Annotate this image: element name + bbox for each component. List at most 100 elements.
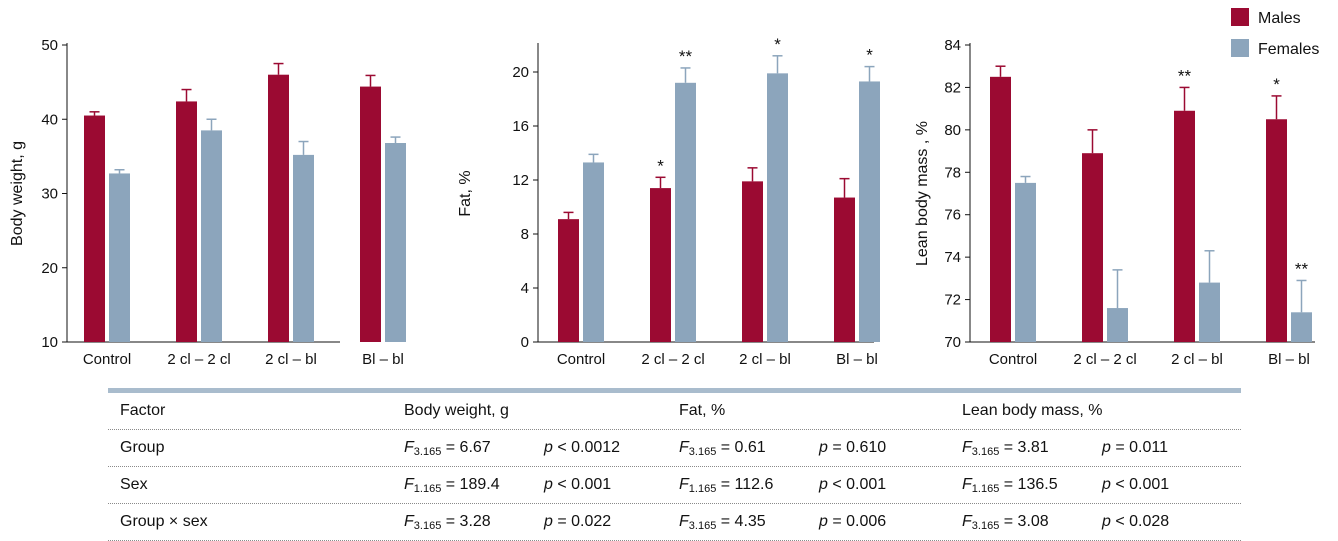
factor-cell: Sex: [120, 476, 148, 493]
x-tick-label: Control: [989, 351, 1037, 368]
body-weight-stat-cell: F3.165 = 6.67 p < 0.0012: [404, 439, 679, 458]
f-statistic: F1.165 = 112.6: [679, 476, 774, 495]
anova-table: Factor Body weight, g Fat, % Lean body m…: [108, 388, 1241, 541]
p-value: p < 0.028: [1102, 513, 1170, 530]
legend-swatch-males: [1231, 8, 1249, 26]
y-tick-label: 84: [944, 37, 961, 54]
y-tick-label: 30: [41, 186, 58, 203]
bar-males: [1174, 110, 1195, 342]
f-statistic: F3.165 = 3.08: [962, 513, 1049, 532]
y-tick-label: 16: [512, 118, 529, 135]
factor-cell: Group × sex: [120, 513, 208, 530]
y-axis-title: Fat, %: [457, 170, 474, 216]
table-top-rule: [108, 388, 1241, 393]
bar-males: [1082, 153, 1103, 342]
y-tick-label: 70: [944, 334, 961, 351]
x-tick-label: 2 cl – bl: [265, 351, 317, 368]
header-fat: Fat, %: [679, 402, 726, 419]
f-statistic: F3.165 = 6.67: [404, 439, 491, 458]
x-tick-label: 2 cl – 2 cl: [641, 351, 704, 368]
f-statistic: F3.165 = 4.35: [679, 513, 766, 532]
bar-females: [1291, 312, 1312, 342]
fat-stat-cell: F3.165 = 4.35 p = 0.006: [679, 513, 962, 532]
bar-males: [268, 74, 289, 342]
y-tick-label: 50: [41, 37, 58, 54]
x-tick-label: 2 cl – 2 cl: [167, 351, 230, 368]
y-tick-label: 40: [41, 111, 58, 128]
bar-males: [558, 219, 579, 342]
x-tick-label: Control: [557, 351, 605, 368]
y-tick-label: 8: [521, 226, 529, 243]
bar-males: [176, 101, 197, 343]
header-lean-mass: Lean body mass, %: [962, 402, 1103, 419]
lean-mass-stat-cell: F3.165 = 3.08 p < 0.028: [962, 513, 1241, 532]
bar-females: [767, 73, 788, 342]
x-tick-label: 2 cl – 2 cl: [1073, 351, 1136, 368]
significance-marker: *: [1273, 75, 1280, 94]
y-tick-label: 0: [521, 334, 529, 351]
fat-stat-cell: F3.165 = 0.61 p = 0.610: [679, 439, 962, 458]
f-statistic: F1.165 = 189.4: [404, 476, 500, 495]
bar-females: [1107, 308, 1128, 342]
x-tick-label: 2 cl – bl: [739, 351, 791, 368]
bar-females: [1015, 182, 1036, 342]
bar-females: [675, 82, 696, 343]
lean-mass-stat-cell: F1.165 = 136.5 p < 0.001: [962, 476, 1241, 495]
bar-females: [583, 162, 604, 342]
table-header-row: Factor Body weight, g Fat, % Lean body m…: [108, 393, 1241, 430]
y-tick-label: 78: [944, 164, 961, 181]
y-axis-title: Lean body mass , %: [914, 121, 931, 266]
significance-marker: *: [774, 35, 781, 54]
legend-label-males: Males: [1258, 10, 1301, 27]
y-tick-label: 74: [944, 249, 961, 266]
significance-marker: *: [866, 46, 873, 65]
significance-marker: **: [1178, 66, 1192, 85]
bar-females: [109, 173, 130, 342]
x-tick-label: 2 cl – bl: [1171, 351, 1223, 368]
table-body: Group F3.165 = 6.67 p < 0.0012 F3.165 = 0.6…: [108, 430, 1241, 541]
bar-males: [650, 188, 671, 342]
bar-males: [990, 76, 1011, 343]
y-tick-label: 20: [512, 64, 529, 81]
header-body-weight: Body weight, g: [404, 402, 509, 419]
bar-females: [859, 81, 880, 342]
fat-stat-cell: F1.165 = 112.6 p < 0.001: [679, 476, 962, 495]
x-tick-label: Bl – bl: [362, 351, 404, 368]
bar-males: [84, 115, 105, 342]
f-statistic: F3.165 = 3.81: [962, 439, 1049, 458]
bar-males: [1266, 119, 1287, 342]
bar-females: [201, 130, 222, 342]
p-value: p < 0.001: [1102, 476, 1170, 493]
x-tick-label: Bl – bl: [1268, 351, 1310, 368]
bar-females: [293, 154, 314, 342]
factor-cell: Group: [120, 439, 165, 456]
body-weight-stat-cell: F1.165 = 189.4 p < 0.001: [404, 476, 679, 495]
x-tick-label: Control: [83, 351, 131, 368]
f-statistic: F1.165 = 136.5: [962, 476, 1058, 495]
y-tick-label: 80: [944, 122, 961, 139]
legend-label-females: Females: [1258, 41, 1319, 58]
bar-males: [742, 181, 763, 342]
p-value: p < 0.0012: [544, 439, 621, 456]
x-tick-label: Bl – bl: [836, 351, 878, 368]
p-value: p = 0.022: [544, 513, 612, 530]
bar-males: [834, 197, 855, 342]
f-statistic: F3.165 = 3.28: [404, 513, 491, 532]
significance-marker: *: [657, 156, 664, 175]
y-axis-title: Body weight, g: [9, 141, 26, 246]
bar-females: [385, 143, 406, 342]
table-row: Sex F1.165 = 189.4 p < 0.001 F1.165 = 112.6…: [108, 467, 1241, 504]
y-tick-label: 10: [41, 334, 58, 351]
p-value: p = 0.006: [819, 513, 887, 530]
p-value: p < 0.001: [544, 476, 612, 493]
y-tick-label: 4: [521, 280, 529, 297]
legend-swatch-females: [1231, 39, 1249, 57]
body-weight-stat-cell: F3.165 = 3.28 p = 0.022: [404, 513, 679, 532]
table-row: Group × sex F3.165 = 3.28 p = 0.022 F3.165 …: [108, 504, 1241, 541]
p-value: p = 0.610: [819, 439, 887, 456]
bar-females: [1199, 282, 1220, 342]
y-tick-label: 76: [944, 207, 961, 224]
y-tick-label: 12: [512, 172, 529, 189]
significance-marker: **: [679, 47, 693, 66]
